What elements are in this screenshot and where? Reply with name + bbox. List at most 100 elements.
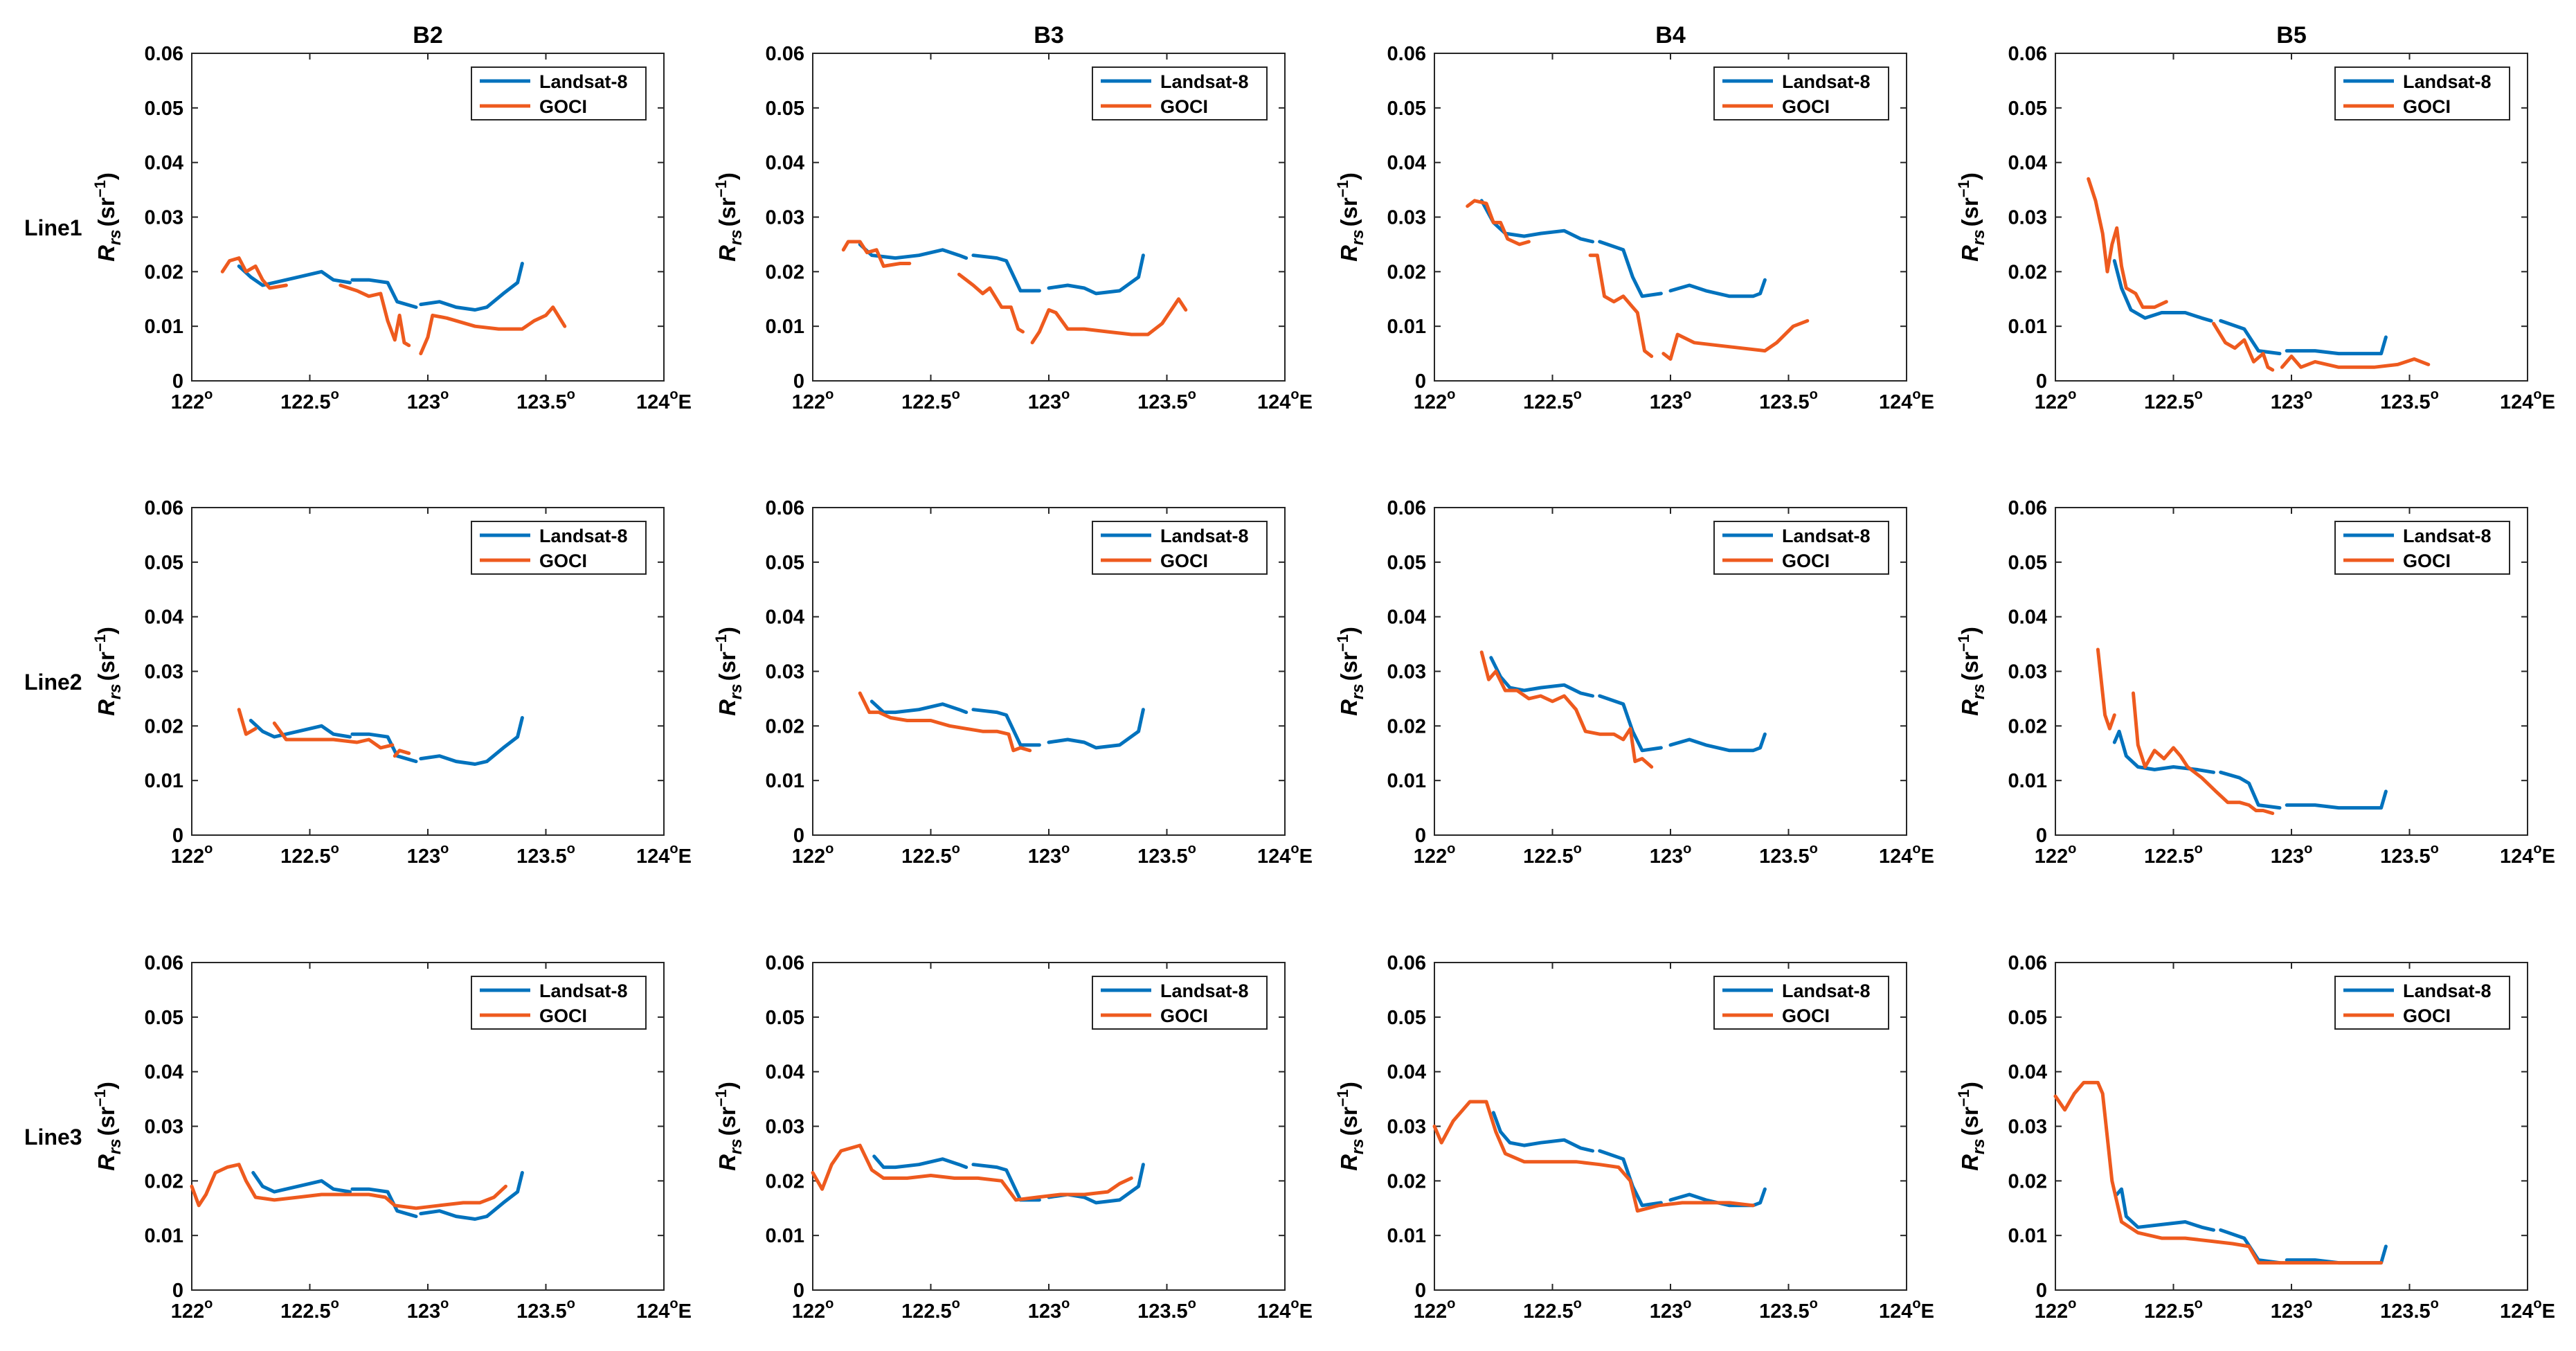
y-tick-label: 0.02 xyxy=(145,715,183,737)
legend: Landsat-8 GOCI xyxy=(471,976,647,1030)
y-label-unit: (sr xyxy=(93,652,119,681)
y-axis-label: Rrs (sr−1) xyxy=(1955,1082,1988,1171)
degree-symbol: o xyxy=(669,387,678,402)
y-tick-label: 0.05 xyxy=(1387,1007,1426,1029)
series-line-landsat-8 xyxy=(2112,259,2213,323)
series-line-goci xyxy=(2132,691,2275,815)
x-tick-value: 123 xyxy=(1028,1300,1061,1323)
degree-symbol: o xyxy=(2431,841,2439,857)
series-line-landsat-8 xyxy=(1479,199,1594,244)
x-tick-value: 123.5 xyxy=(1759,1300,1810,1323)
x-tick-suffix: E xyxy=(678,391,692,413)
x-tick-label: 123o xyxy=(1028,387,1070,413)
y-label-symbol: R xyxy=(1336,245,1362,262)
y-tick-label: 0.02 xyxy=(2008,261,2047,283)
legend-label: Landsat-8 xyxy=(1160,526,1249,546)
y-label-unit: (sr xyxy=(93,1107,119,1136)
y-label-unit: (sr xyxy=(1957,197,1983,226)
series-line-landsat-8 xyxy=(2219,319,2282,356)
y-tick-label: 0.01 xyxy=(2008,1225,2047,1247)
series-line-landsat-8 xyxy=(419,1171,524,1221)
y-tick-label: 0.04 xyxy=(145,607,183,629)
y-label-subscript: rs xyxy=(1349,683,1367,699)
x-tick-value: 123.5 xyxy=(1137,1300,1188,1323)
legend-label: GOCI xyxy=(1160,1005,1208,1026)
x-tick-value: 122.5 xyxy=(1523,846,1574,868)
y-tick-label: 0.06 xyxy=(145,952,183,974)
x-tick-value: 123 xyxy=(407,391,440,413)
y-label-subscript: rs xyxy=(1349,1138,1367,1154)
series-line-goci xyxy=(2212,321,2275,372)
x-tick-value: 124 xyxy=(1879,1300,1912,1323)
series-line-goci xyxy=(272,721,395,750)
series-line-goci xyxy=(220,256,288,290)
y-tick-label: 0.05 xyxy=(2008,98,2047,120)
x-tick-value: 123 xyxy=(407,1300,440,1323)
x-tick-value: 124 xyxy=(1257,1300,1290,1323)
column-title: B2 xyxy=(413,22,442,48)
degree-symbol: o xyxy=(331,841,339,857)
y-label-symbol: R xyxy=(1336,699,1362,716)
y-tick-label: 0 xyxy=(172,1280,183,1302)
x-tick-label: 122o xyxy=(1414,841,1456,868)
x-tick-label: 122o xyxy=(171,387,213,413)
legend: Landsat-8 GOCI xyxy=(471,66,647,120)
y-tick-label: 0.02 xyxy=(1387,261,1426,283)
y-label-symbol: R xyxy=(1957,245,1983,262)
y-label-unit-close: ) xyxy=(93,172,119,180)
legend-label: GOCI xyxy=(1782,96,1830,117)
legend: Landsat-8 GOCI xyxy=(1713,976,1889,1030)
x-tick-value: 122.5 xyxy=(2144,1300,2195,1323)
x-tick-label: 124oE xyxy=(1879,387,1934,413)
x-tick-value: 122 xyxy=(2035,1300,2068,1323)
x-tick-suffix: E xyxy=(678,1300,692,1323)
x-tick-label: 124oE xyxy=(2500,1296,2555,1323)
y-label-unit-exponent: −1 xyxy=(712,634,730,652)
y-axis-label: Rrs (sr−1) xyxy=(91,627,125,716)
x-tick-label: 123.5o xyxy=(1137,1296,1196,1323)
y-tick-label: 0.03 xyxy=(2008,207,2047,229)
degree-symbol: o xyxy=(2431,1296,2439,1312)
x-tick-label: 122o xyxy=(2035,1296,2077,1323)
degree-symbol: o xyxy=(1188,841,1196,857)
y-tick-label: 0.04 xyxy=(766,607,804,629)
x-tick-label: 122.5o xyxy=(280,841,339,868)
x-tick-value: 123.5 xyxy=(516,391,567,413)
y-tick-label: 0 xyxy=(172,370,183,393)
x-tick-label: 122.5o xyxy=(901,1296,960,1323)
y-tick-label: 0.02 xyxy=(766,261,804,283)
x-tick-label: 122o xyxy=(792,1296,834,1323)
subplots-grid: B2 B3 B4 B5 Line1 Line2 Line3 0 0.01 0.02 0.03 0.04… xyxy=(24,22,2555,1323)
x-tick-label: 124oE xyxy=(636,387,692,413)
y-label-unit: (sr xyxy=(1336,1107,1362,1136)
degree-symbol: o xyxy=(1061,387,1070,402)
x-tick-value: 122 xyxy=(792,1300,825,1323)
x-tick-value: 123.5 xyxy=(1759,846,1810,868)
series-line-landsat-8 xyxy=(2219,770,2282,810)
x-tick-label: 123.5o xyxy=(516,1296,575,1323)
x-tick-label: 124oE xyxy=(636,841,692,868)
y-axis-label: Rrs (sr−1) xyxy=(1955,627,1988,716)
x-tick-suffix: E xyxy=(1299,391,1313,413)
y-tick-label: 0.04 xyxy=(766,1062,804,1084)
y-label-unit-close: ) xyxy=(1957,172,1983,180)
degree-symbol: o xyxy=(440,841,449,857)
x-tick-label: 122o xyxy=(2035,841,2077,868)
x-tick-value: 123.5 xyxy=(2380,846,2431,868)
y-tick-label: 0 xyxy=(2036,1280,2047,1302)
y-tick-label: 0.02 xyxy=(2008,1170,2047,1192)
degree-symbol: o xyxy=(567,1296,575,1312)
series-line-landsat-8 xyxy=(2285,335,2388,356)
series-line-goci xyxy=(2087,177,2168,310)
x-tick-label: 124oE xyxy=(1257,387,1313,413)
y-axis-label: Rrs (sr−1) xyxy=(712,172,746,262)
degree-symbol: o xyxy=(1447,1296,1455,1312)
y-tick-label: 0 xyxy=(2036,370,2047,393)
y-label-unit: (sr xyxy=(714,1107,740,1136)
y-tick-label: 0 xyxy=(1415,1280,1426,1302)
degree-symbol: o xyxy=(2304,387,2312,402)
legend: Landsat-8 GOCI xyxy=(1092,66,1268,120)
